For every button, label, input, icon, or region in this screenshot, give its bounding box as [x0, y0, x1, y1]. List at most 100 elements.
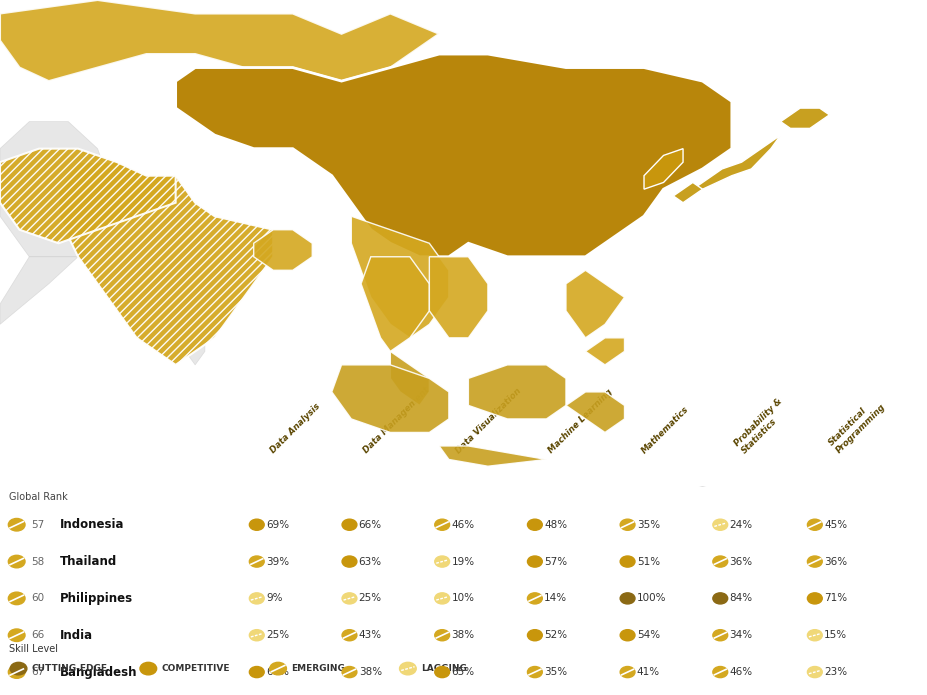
Circle shape [527, 556, 542, 567]
Text: 38%: 38% [359, 667, 382, 677]
Polygon shape [0, 122, 117, 256]
Circle shape [400, 662, 416, 675]
Polygon shape [254, 230, 312, 270]
Circle shape [435, 667, 450, 678]
Circle shape [807, 630, 822, 641]
Text: 25%: 25% [266, 630, 289, 640]
Text: 66: 66 [32, 630, 44, 640]
Polygon shape [351, 216, 449, 338]
Polygon shape [0, 0, 439, 81]
Text: 67: 67 [32, 667, 44, 677]
Polygon shape [566, 270, 625, 338]
Text: 57: 57 [32, 520, 44, 530]
Text: Thailand: Thailand [60, 555, 118, 568]
Circle shape [807, 519, 822, 530]
Polygon shape [58, 162, 273, 365]
Circle shape [8, 629, 25, 641]
Polygon shape [390, 352, 429, 405]
Circle shape [620, 593, 635, 604]
Text: 46%: 46% [730, 667, 753, 677]
Polygon shape [673, 182, 703, 203]
Text: 100%: 100% [637, 594, 667, 603]
Text: 58: 58 [32, 557, 44, 566]
Text: Global Rank: Global Rank [9, 492, 68, 502]
Text: 52%: 52% [544, 630, 567, 640]
Polygon shape [527, 486, 858, 662]
Circle shape [620, 630, 635, 641]
Circle shape [8, 555, 25, 568]
Text: 65%: 65% [451, 667, 475, 677]
Text: 51%: 51% [637, 557, 660, 566]
Text: Bangladesh: Bangladesh [60, 666, 138, 678]
Circle shape [342, 593, 357, 604]
Text: 84%: 84% [730, 594, 753, 603]
Polygon shape [332, 365, 449, 432]
Circle shape [342, 519, 357, 530]
Circle shape [807, 667, 822, 678]
Polygon shape [175, 54, 731, 256]
Circle shape [807, 593, 822, 604]
Text: 38%: 38% [451, 630, 475, 640]
Text: 54%: 54% [637, 630, 660, 640]
Circle shape [270, 662, 286, 675]
Circle shape [713, 667, 728, 678]
Text: 48%: 48% [544, 520, 567, 530]
Polygon shape [361, 256, 429, 352]
Circle shape [527, 630, 542, 641]
Polygon shape [683, 108, 800, 196]
Text: Indonesia: Indonesia [60, 518, 125, 531]
Text: Data Management: Data Management [362, 386, 431, 455]
Circle shape [527, 593, 542, 604]
Circle shape [527, 667, 542, 678]
Circle shape [8, 592, 25, 605]
Text: 60%: 60% [266, 667, 289, 677]
Text: 45%: 45% [824, 520, 847, 530]
Text: 14%: 14% [544, 594, 567, 603]
Circle shape [435, 519, 450, 530]
Text: 35%: 35% [544, 667, 567, 677]
Text: 39%: 39% [266, 557, 289, 566]
Polygon shape [429, 256, 488, 338]
Text: Philippines: Philippines [60, 592, 133, 605]
Circle shape [807, 556, 822, 567]
Text: Data Analysis: Data Analysis [269, 402, 323, 455]
Text: COMPETITIVE: COMPETITIVE [161, 664, 230, 673]
Text: 66%: 66% [359, 520, 382, 530]
Circle shape [620, 556, 635, 567]
Polygon shape [185, 338, 205, 365]
Polygon shape [586, 338, 625, 365]
Text: LAGGING: LAGGING [421, 664, 466, 673]
Text: 25%: 25% [359, 594, 382, 603]
Text: 46%: 46% [451, 520, 475, 530]
Circle shape [527, 519, 542, 530]
Text: 35%: 35% [637, 520, 660, 530]
Polygon shape [781, 108, 830, 129]
Polygon shape [0, 256, 78, 325]
Text: 19%: 19% [451, 557, 475, 566]
Text: 36%: 36% [824, 557, 847, 566]
Text: 41%: 41% [637, 667, 660, 677]
Text: 36%: 36% [730, 557, 753, 566]
Text: Machine Learning: Machine Learning [547, 388, 615, 455]
Polygon shape [468, 365, 566, 419]
Circle shape [620, 667, 635, 678]
Circle shape [435, 593, 450, 604]
Text: Skill Level: Skill Level [9, 644, 58, 654]
Circle shape [620, 519, 635, 530]
Circle shape [249, 630, 264, 641]
Text: 57%: 57% [544, 557, 567, 566]
Text: 15%: 15% [824, 630, 847, 640]
Circle shape [713, 630, 728, 641]
Text: Statistical
Programming: Statistical Programming [827, 395, 887, 455]
Text: 69%: 69% [266, 520, 289, 530]
Text: 71%: 71% [824, 594, 847, 603]
Circle shape [435, 556, 450, 567]
Circle shape [249, 593, 264, 604]
Circle shape [249, 556, 264, 567]
Circle shape [342, 630, 357, 641]
Text: 9%: 9% [266, 594, 283, 603]
Text: 34%: 34% [730, 630, 753, 640]
Polygon shape [0, 149, 175, 243]
Text: Probability &
Statistics: Probability & Statistics [732, 397, 791, 455]
Text: EMERGING: EMERGING [291, 664, 345, 673]
